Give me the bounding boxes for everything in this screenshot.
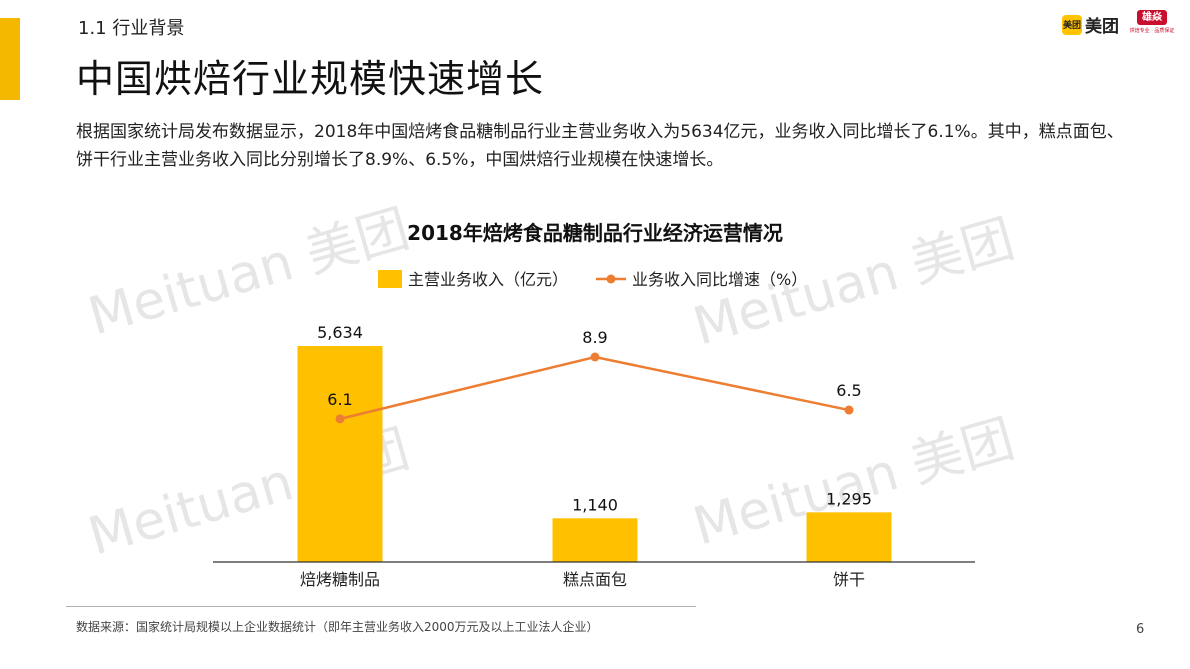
line-point xyxy=(844,405,854,415)
bar xyxy=(552,518,638,562)
growth-line xyxy=(339,355,850,421)
line-point xyxy=(590,352,600,362)
bar xyxy=(806,512,892,562)
chart-title: 2018年焙烤食品糖制品行业经济运营情况 xyxy=(407,221,783,245)
line-value-label: 6.1 xyxy=(327,390,352,409)
line-series: 6.1 8.9 6.5 xyxy=(327,328,862,424)
x-tick-label: 焙烤糖制品 xyxy=(300,570,380,589)
chart-legend: 主营业务收入（亿元） 业务收入同比增速（%） xyxy=(378,270,807,289)
accent-bar xyxy=(0,18,20,100)
x-tick-label: 糕点面包 xyxy=(563,570,627,589)
meituan-brand-text: 美团 xyxy=(1085,17,1119,37)
bar-value-label: 5,634 xyxy=(317,323,363,342)
partner-logo: 雄焱 烘焙专业 · 品质保证 xyxy=(1128,10,1176,40)
intro-paragraph: 根据国家统计局发布数据显示，2018年中国焙烤食品糖制品行业主营业务收入为563… xyxy=(76,122,1124,170)
partner-logo-subtext: 烘焙专业 · 品质保证 xyxy=(1129,28,1175,34)
x-tick-label: 饼干 xyxy=(833,570,865,589)
page-title: 中国烘焙行业规模快速增长 xyxy=(76,57,545,101)
x-axis-labels: 焙烤糖制品 糕点面包 饼干 xyxy=(300,570,865,589)
bar-value-label: 1,140 xyxy=(572,495,618,514)
line-value-label: 8.9 xyxy=(582,328,607,347)
bar-series: 5,634 1,140 1,295 xyxy=(297,323,892,562)
partner-logo-mark: 雄焱 xyxy=(1137,10,1167,25)
bar-value-label: 1,295 xyxy=(826,489,872,508)
source-divider xyxy=(66,606,696,607)
meituan-badge-icon: 美团 xyxy=(1062,14,1082,35)
legend-line-label: 业务收入同比增速（%） xyxy=(632,270,807,289)
legend-bar-swatch xyxy=(378,270,402,288)
data-source-note: 数据来源：国家统计局规模以上企业数据统计（即年主营业务收入2000万元及以上工业… xyxy=(76,620,599,634)
meituan-logo: 美团 美团 xyxy=(1062,12,1119,37)
bar xyxy=(297,346,383,562)
page-number: 6 xyxy=(1136,622,1145,637)
line-value-label: 6.5 xyxy=(836,381,861,400)
watermark-text: Meituan 美团 xyxy=(82,199,416,348)
legend-line-marker xyxy=(606,274,616,284)
legend-bar-label: 主营业务收入（亿元） xyxy=(408,270,568,289)
line-point xyxy=(335,414,345,424)
section-label: 1.1 行业背景 xyxy=(78,18,185,39)
